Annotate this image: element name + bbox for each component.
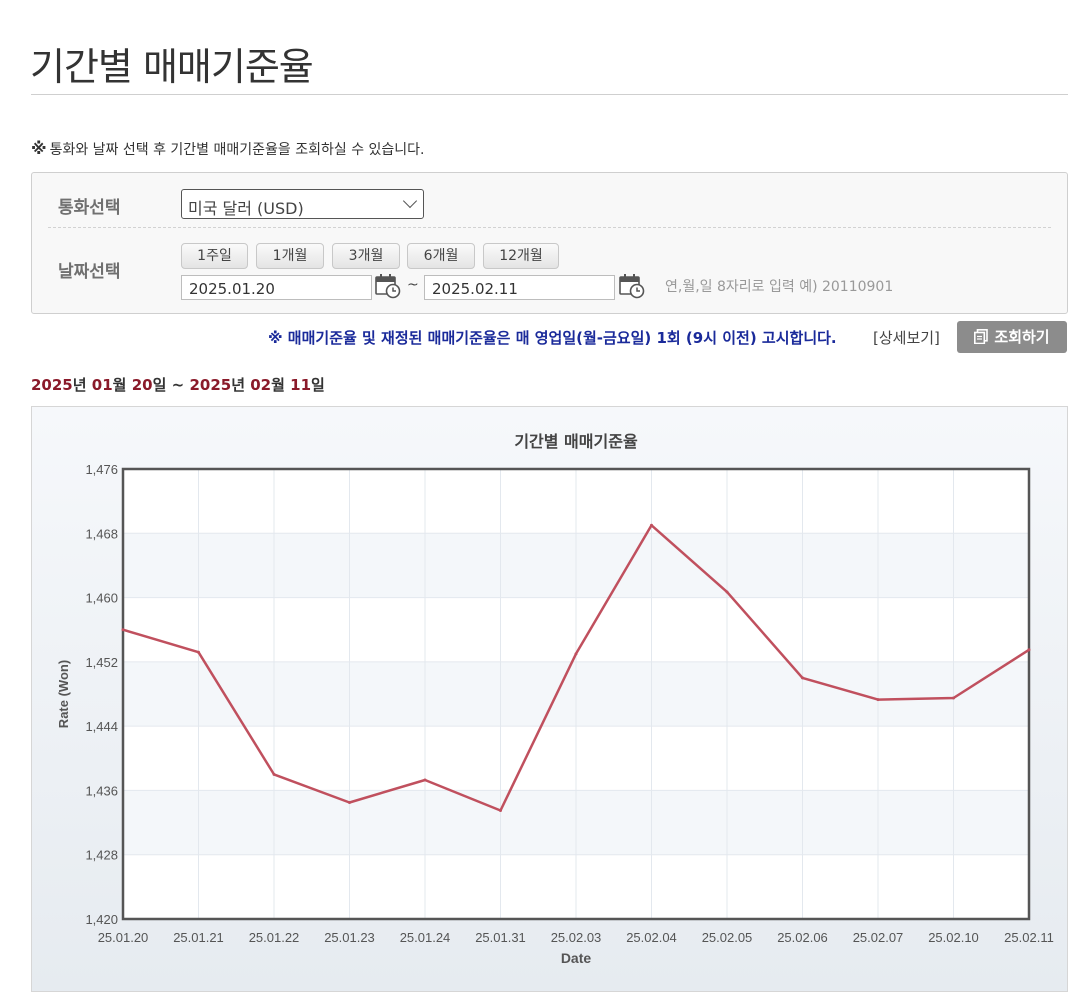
y-tick-label: 1,452	[85, 655, 118, 670]
policy-note: ※ 매매기준율 및 재정된 매매기준율은 매 영업일(월-금요일) 1회 (9시…	[268, 329, 837, 347]
x-tick-label: 25.02.11	[1004, 930, 1054, 945]
x-tick-label: 25.01.21	[173, 930, 224, 945]
range-separator: ~	[171, 376, 185, 394]
data-point[interactable]	[1027, 648, 1031, 652]
range-start-month: 01	[91, 376, 113, 394]
data-point[interactable]	[499, 809, 502, 813]
notice-text: ※ 통화와 날짜 선택 후 기간별 매매기준율을 조회하실 수 있습니다.	[31, 139, 425, 159]
period-button-1week[interactable]: 1주일	[181, 243, 248, 269]
plot-border	[121, 467, 1031, 921]
query-button-label: 조회하기	[994, 328, 1050, 346]
y-tick-label: 1,436	[85, 783, 118, 798]
period-button-12months[interactable]: 12개월	[483, 243, 559, 269]
data-point[interactable]	[574, 652, 578, 656]
x-tick-label: 25.02.10	[928, 930, 979, 945]
date-range-text: 2025년 01월 20일 ~ 2025년 02월 11일	[31, 374, 325, 395]
y-tick-label: 1,476	[85, 462, 118, 477]
page-title: 기간별 매매기준율	[30, 45, 314, 89]
x-axis-label: Date	[561, 950, 592, 966]
y-tick-label: 1,420	[85, 912, 118, 927]
data-point[interactable]	[952, 696, 955, 700]
start-date-input[interactable]: 2025.01.20	[181, 275, 372, 300]
calendar-icon[interactable]	[619, 273, 645, 299]
x-tick-label: 25.01.31	[475, 930, 526, 945]
range-end-day: 11	[290, 376, 312, 394]
chevron-down-icon	[402, 193, 418, 209]
data-point[interactable]	[801, 676, 804, 680]
query-button[interactable]: 조회하기	[957, 321, 1067, 353]
x-tick-label: 25.02.07	[853, 930, 904, 945]
row-divider	[48, 227, 1051, 228]
range-end-year: 2025	[189, 376, 232, 394]
date-format-hint: 연,월,일 8자리로 입력 예) 20110901	[665, 279, 894, 295]
x-tick-label: 25.02.04	[626, 930, 677, 945]
x-tick-label: 25.01.22	[249, 930, 300, 945]
x-tick-label: 25.02.03	[551, 930, 602, 945]
date-range-separator: ~	[407, 277, 419, 293]
range-unit: 년	[231, 376, 246, 394]
title-divider	[31, 94, 1068, 95]
data-point[interactable]	[876, 698, 880, 702]
data-point[interactable]	[348, 800, 351, 804]
detail-link[interactable]: [상세보기]	[873, 329, 940, 347]
chart-title: 기간별 매매기준율	[514, 432, 638, 451]
x-tick-label: 25.01.24	[400, 930, 451, 945]
rate-line-chart: 1,420 1,428 1,436 1,444 1,452 1,460 1,468 1,476…	[56, 432, 1054, 966]
calendar-icon[interactable]	[375, 273, 401, 299]
search-panel: 통화선택 미국 달러 (USD) 날짜선택 1주일 1개월 3개월 6개월 12…	[31, 172, 1068, 314]
y-axis-label: Rate (Won)	[56, 660, 71, 728]
y-tick-label: 1,468	[85, 526, 118, 541]
data-point[interactable]	[423, 778, 427, 782]
data-point[interactable]	[197, 650, 200, 654]
date-label: 날짜선택	[58, 262, 121, 282]
data-point[interactable]	[272, 772, 276, 776]
notice-message: 통화와 날짜 선택 후 기간별 매매기준율을 조회하실 수 있습니다.	[49, 142, 425, 158]
currency-select-value: 미국 달러 (USD)	[188, 199, 304, 218]
notice-mark: ※	[31, 139, 47, 158]
x-tick-label: 25.01.23	[324, 930, 375, 945]
currency-select[interactable]: 미국 달러 (USD)	[181, 189, 424, 219]
currency-label: 통화선택	[58, 198, 121, 218]
range-start-day: 20	[131, 376, 153, 394]
period-button-1month[interactable]: 1개월	[256, 243, 324, 269]
x-tick-label: 25.01.20	[98, 930, 149, 945]
range-unit: 월	[112, 376, 127, 394]
x-tick-label: 25.02.06	[777, 930, 828, 945]
range-unit: 일	[311, 376, 325, 394]
data-point[interactable]	[650, 523, 653, 527]
range-end-month: 02	[250, 376, 272, 394]
range-start-year: 2025	[31, 376, 73, 394]
end-date-input[interactable]: 2025.02.11	[424, 275, 615, 300]
period-button-6months[interactable]: 6개월	[407, 243, 475, 269]
data-point[interactable]	[121, 628, 125, 632]
y-tick-label: 1,428	[85, 848, 118, 863]
x-tick-label: 25.02.05	[702, 930, 753, 945]
data-point[interactable]	[725, 590, 729, 594]
range-unit: 일	[152, 376, 167, 394]
y-tick-label: 1,460	[85, 591, 118, 606]
document-icon	[974, 329, 989, 344]
range-unit: 월	[271, 376, 285, 394]
chart-container: 1,420 1,428 1,436 1,444 1,452 1,460 1,468 1,476…	[31, 406, 1068, 992]
y-tick-label: 1,444	[85, 719, 118, 734]
period-button-3months[interactable]: 3개월	[332, 243, 400, 269]
range-unit: 년	[72, 376, 87, 394]
